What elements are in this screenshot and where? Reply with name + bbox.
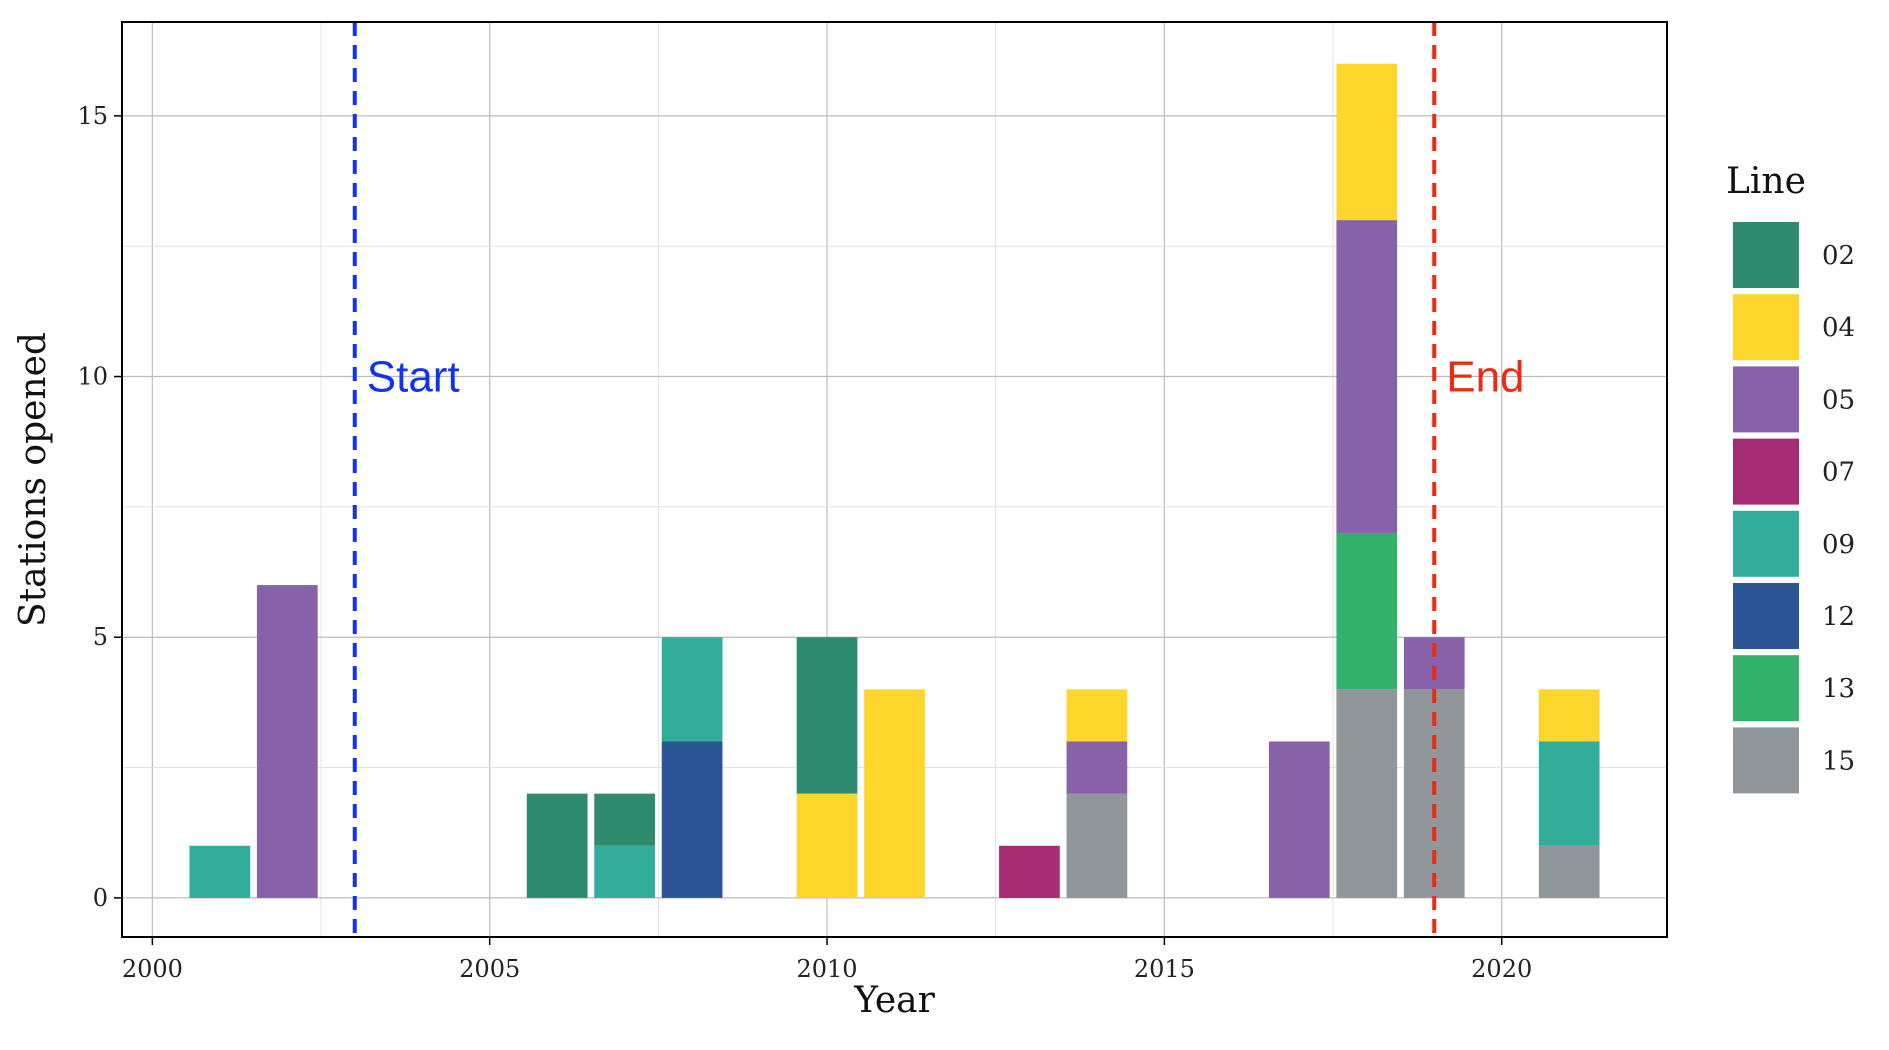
legend-swatch-12	[1733, 583, 1799, 649]
y-tick-label: 10	[77, 363, 108, 391]
bar-segment-2010-line-04	[796, 793, 858, 898]
vlines-layer: Start End	[352, 22, 1525, 937]
x-axis-title: Year	[853, 980, 935, 1021]
bar-segment-2021-line-15	[1538, 845, 1600, 898]
y-tick-label: 15	[77, 102, 108, 130]
legend-items: 02 04 05 07 09 12 13 15	[1733, 222, 1855, 794]
legend-swatch-05	[1733, 366, 1799, 433]
bar-segment-2018-line-15	[1336, 689, 1398, 898]
bar-segment-2014-line-15	[1066, 793, 1128, 898]
legend-label-13: 13	[1822, 674, 1855, 704]
x-tick-label: 2000	[122, 955, 183, 983]
bar-segment-2008-line-09	[661, 637, 723, 742]
bar-segment-2010-line-02	[796, 637, 858, 794]
bar-segment-2007-line-09	[594, 845, 655, 898]
legend-title: Line	[1726, 161, 1806, 202]
bar-segment-2001-line-09	[189, 845, 251, 898]
legend-swatch-09	[1733, 510, 1799, 577]
legend: Line 02 04 05 07 09 12 13 15	[1726, 161, 1855, 794]
legend-label-15: 15	[1822, 746, 1855, 776]
bar-segment-2002-line-05	[256, 585, 318, 898]
bar-segment-2017-line-05	[1268, 741, 1330, 898]
grid-layer	[122, 22, 1667, 937]
x-tick-label: 2015	[1134, 955, 1195, 983]
bar-segment-2018-line-13	[1336, 532, 1398, 690]
bars-layer	[189, 63, 1600, 898]
legend-label-02: 02	[1822, 241, 1855, 271]
legend-swatch-04	[1733, 294, 1799, 361]
y-tick-label: 0	[93, 884, 108, 912]
end-label: End	[1446, 353, 1524, 402]
legend-label-04: 04	[1822, 313, 1855, 343]
bar-segment-2008-line-12	[661, 741, 723, 898]
bar-segment-2018-line-05	[1336, 220, 1398, 533]
bar-segment-2021-line-09	[1538, 741, 1600, 846]
legend-label-07: 07	[1822, 458, 1855, 488]
y-axis-title: Stations opened	[13, 332, 54, 627]
bar-segment-2011-line-04	[864, 689, 925, 898]
bar-segment-2007-line-02	[594, 793, 655, 846]
legend-swatch-13	[1733, 655, 1799, 722]
plot-frame	[121, 21, 1668, 938]
legend-swatch-02	[1733, 222, 1799, 288]
bar-segment-2014-line-05	[1066, 741, 1128, 794]
start-label: Start	[367, 353, 460, 402]
legend-swatch-15	[1733, 727, 1799, 794]
bar-segment-2018-line-04	[1336, 63, 1398, 221]
x-tick-label: 2010	[796, 955, 857, 983]
ticks-layer: 2000 2005 2010 2015 2020 0 5 10 15	[77, 102, 1532, 983]
bar-segment-2021-line-04	[1538, 689, 1600, 742]
bar-segment-2006-line-02	[526, 793, 588, 898]
legend-label-09: 09	[1822, 530, 1855, 560]
legend-swatch-07	[1733, 438, 1799, 505]
y-tick-label: 5	[93, 623, 108, 651]
legend-label-05: 05	[1822, 385, 1855, 415]
x-tick-label: 2005	[459, 955, 520, 983]
legend-label-12: 12	[1822, 602, 1855, 632]
x-tick-label: 2020	[1471, 955, 1532, 983]
bar-segment-2014-line-04	[1066, 689, 1128, 742]
bar-segment-2013-line-07	[999, 845, 1060, 898]
